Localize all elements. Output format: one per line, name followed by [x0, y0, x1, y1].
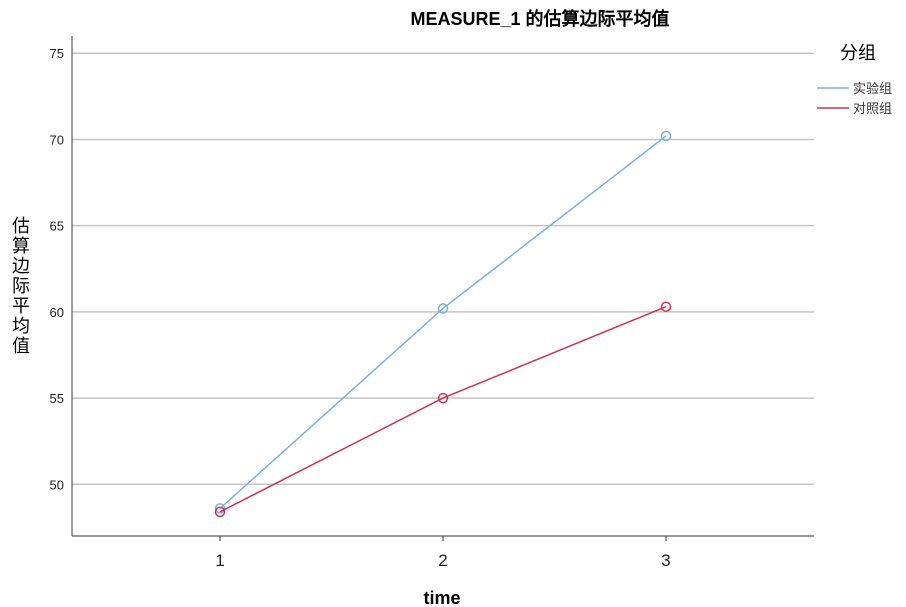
- x-tick-labels: 1 2 3: [215, 536, 671, 570]
- data-point: [214, 503, 226, 514]
- data-point: [214, 506, 226, 518]
- legend-entry-label: 对照组: [853, 102, 892, 117]
- grid-lines: [72, 52, 814, 486]
- y-axis-label-char: 边: [12, 256, 30, 277]
- x-tick-label: 2: [438, 551, 447, 570]
- axes: [71, 36, 814, 537]
- x-axis-label: time: [423, 588, 460, 607]
- legend-entry-label: 实验组: [853, 81, 892, 97]
- y-tick-label: 75: [50, 46, 64, 61]
- series-line-2: [219, 305, 667, 513]
- chart-title: MEASURE_1 的估算边际平均值: [410, 8, 669, 29]
- y-tick-label: 65: [50, 219, 64, 234]
- series-line-1: [219, 135, 667, 509]
- legend-title: 分组: [840, 43, 876, 64]
- y-axis-label: 估算边际平均值: [12, 216, 30, 357]
- y-axis-label-char: 值: [12, 336, 30, 357]
- y-tick-label: 70: [50, 132, 64, 147]
- y-tick-labels: 50 55 60 65 70 75: [50, 46, 64, 492]
- y-tick-label: 50: [50, 477, 64, 492]
- y-axis-label-char: 估: [12, 216, 30, 237]
- y-axis-label-char: 均: [12, 316, 30, 337]
- data-point: [437, 303, 449, 314]
- y-axis-label-char: 平: [12, 296, 30, 317]
- y-axis-label-char: 算: [12, 236, 30, 257]
- data-point: [660, 301, 672, 312]
- y-tick-label: 60: [50, 305, 64, 320]
- data-point: [660, 130, 672, 142]
- y-tick-label: 55: [50, 391, 64, 406]
- series-group: [214, 130, 672, 518]
- data-point: [437, 392, 449, 404]
- x-tick-label: 1: [215, 551, 224, 570]
- y-axis-label-char: 际: [12, 276, 30, 297]
- x-tick-label: 3: [661, 551, 670, 570]
